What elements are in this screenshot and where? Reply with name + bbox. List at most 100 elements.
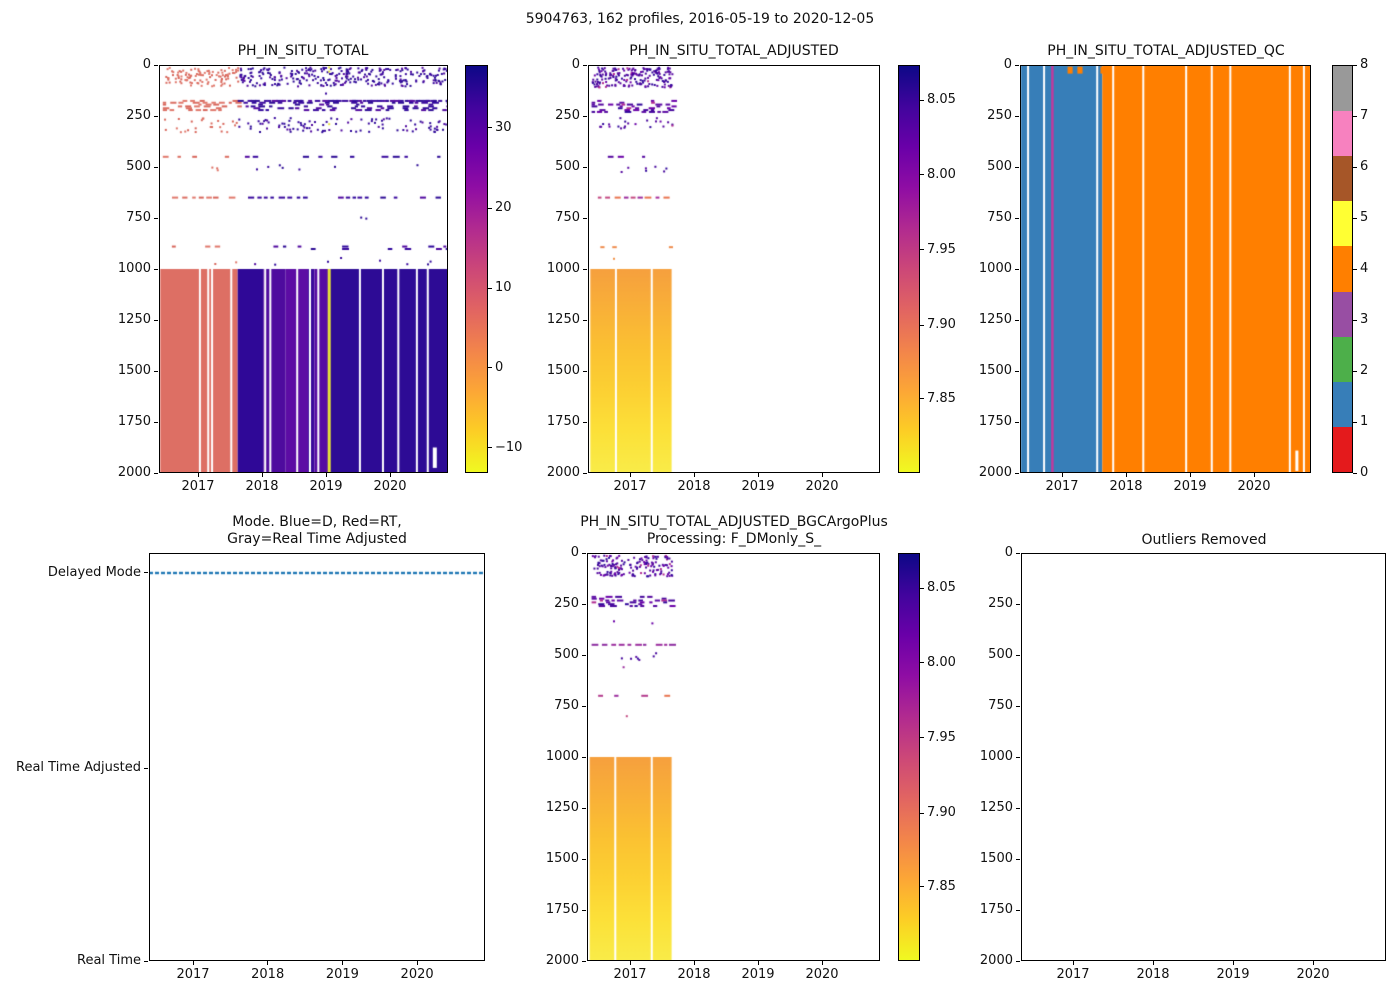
plot2-title: PH_IN_SITU_TOTAL_ADJUSTED (629, 43, 839, 59)
mode-x-tick-label: 2018 (251, 967, 285, 982)
cb-qc-tick-label: 1 (1360, 414, 1369, 429)
outliers_removed-y-tick-mark (1016, 603, 1020, 605)
outliers_removed-x-tick-label: 2020 (1296, 967, 1330, 982)
cb-total-tick-mark (488, 287, 492, 289)
outliers_removed-y-tick-label: 500 (988, 647, 1013, 662)
ph_in_situ_total_adjusted_bgcargoplus-x-tick-label: 2017 (613, 967, 647, 982)
cb-total-tick-mark (488, 127, 492, 129)
ph_in_situ_total_adjusted-y-tick-label: 750 (555, 210, 580, 225)
ph_in_situ_total-y-tick-label: 1250 (117, 312, 151, 327)
ph_in_situ_total_adjusted-y-tick-mark (583, 64, 587, 66)
outliers_removed-y-tick-mark (1016, 705, 1020, 707)
ph_in_situ_total_adjusted-y-tick-mark (583, 166, 587, 168)
cb-total-tick-mark (488, 207, 492, 209)
cb-total-tick-label: 10 (495, 280, 512, 295)
plot4-title: Mode. Blue=D, Red=RT, Gray=Real Time Adj… (227, 514, 407, 548)
ph_in_situ_total-y-tick-label: 750 (126, 210, 151, 225)
ph_in_situ_total_adjusted_qc-x-tick-mark (1061, 473, 1063, 477)
cb-qc-block (1333, 66, 1352, 112)
cb-qc-block (1333, 381, 1352, 427)
ph_in_situ_total-axes-box (159, 65, 448, 473)
ph_in_situ_total_adjusted_qc-y-tick-mark (1015, 472, 1019, 474)
cb-qc-tick-label: 0 (1360, 465, 1369, 480)
ph_in_situ_total_adjusted_bgcargoplus-data-canvas (587, 553, 880, 961)
cb-total-tick-mark (488, 447, 492, 449)
ph_in_situ_total_adjusted-axes-box (588, 65, 880, 473)
ph_in_situ_total-y-tick-mark (154, 115, 158, 117)
ph_in_situ_total_adjusted_qc-y-tick-mark (1015, 268, 1019, 270)
ph_in_situ_total_adjusted-data-canvas (588, 65, 880, 473)
mode-x-tick-label: 2019 (325, 967, 359, 982)
cb-qc-tick-mark (1353, 421, 1357, 423)
cb-qc-tick-mark (1353, 268, 1357, 270)
ph_in_situ_total_adjusted_qc-y-tick-label: 500 (987, 159, 1012, 174)
outliers_removed-x-tick-mark (1152, 961, 1154, 965)
ph_in_situ_total_adjusted_bgcargoplus-y-tick-mark (582, 858, 586, 860)
ph_in_situ_total_adjusted-x-tick-label: 2017 (613, 479, 647, 494)
ph_in_situ_total-y-tick-label: 1000 (117, 261, 151, 276)
cb-bgc-tick-mark (920, 812, 924, 814)
ph_in_situ_total_adjusted-y-tick-mark (583, 421, 587, 423)
plot6-title: Outliers Removed (1141, 532, 1267, 548)
ph_in_situ_total_adjusted-y-tick-mark (583, 115, 587, 117)
cb-bgc-gradient (899, 554, 919, 960)
ph_in_situ_total_adjusted_qc-y-tick-mark (1015, 319, 1019, 321)
cb-bgc-tick-label: 7.90 (927, 805, 956, 821)
outliers_removed-y-tick-label: 750 (988, 698, 1013, 713)
plot4-title-line2: Gray=Real Time Adjusted (227, 531, 407, 547)
outliers_removed-data-canvas (1021, 553, 1386, 961)
cb-adjusted-tick-mark (920, 398, 924, 400)
ph_in_situ_total_adjusted_qc-x-tick-label: 2017 (1045, 479, 1079, 494)
outliers_removed-y-tick-label: 1500 (979, 851, 1013, 866)
ph_in_situ_total-x-tick-label: 2017 (181, 479, 215, 494)
outliers_removed-y-tick-mark (1016, 858, 1020, 860)
plot5-title-line1: PH_IN_SITU_TOTAL_ADJUSTED_BGCArgoPlus (580, 514, 888, 530)
cb-qc-tick-label: 7 (1360, 108, 1369, 123)
ph_in_situ_total_adjusted_bgcargoplus-y-tick-mark (582, 552, 586, 554)
outliers_removed-axes-box (1021, 553, 1386, 961)
outliers_removed-y-tick-label: 2000 (979, 953, 1013, 968)
ph_in_situ_total_adjusted_qc-y-tick-mark (1015, 166, 1019, 168)
ph_in_situ_total_adjusted_qc-y-tick-label: 1500 (978, 363, 1012, 378)
ph_in_situ_total_adjusted_bgcargoplus-y-tick-label: 750 (554, 698, 579, 713)
ph_in_situ_total-x-tick-label: 2019 (309, 479, 343, 494)
ph_in_situ_total-y-tick-label: 1750 (117, 414, 151, 429)
ph_in_situ_total-y-tick-mark (154, 166, 158, 168)
ph_in_situ_total-data-canvas (159, 65, 448, 473)
cb-total-tick-label: 0 (495, 359, 504, 375)
cb-bgc-tick-mark (920, 886, 924, 888)
ph_in_situ_total_adjusted_qc-x-tick-mark (1189, 473, 1191, 477)
ph_in_situ_total_adjusted-y-tick-label: 0 (571, 57, 580, 72)
ph_in_situ_total_adjusted-x-tick-mark (821, 473, 823, 477)
cb-total-tick-label: 30 (495, 119, 512, 135)
ph_in_situ_total_adjusted_bgcargoplus-y-tick-mark (582, 654, 586, 656)
ph_in_situ_total-x-tick-mark (197, 473, 199, 477)
ph_in_situ_total_adjusted_bgcargoplus-y-tick-mark (582, 756, 586, 758)
ph_in_situ_total_adjusted-y-tick-mark (583, 319, 587, 321)
ph_in_situ_total_adjusted_qc-y-tick-mark (1015, 370, 1019, 372)
ph_in_situ_total_adjusted_bgcargoplus-y-tick-mark (582, 705, 586, 707)
ph_in_situ_total_adjusted-x-tick-mark (629, 473, 631, 477)
mode-x-tick-mark (416, 961, 418, 965)
cb-adjusted-tick-label: 7.95 (927, 241, 956, 257)
plot3-title: PH_IN_SITU_TOTAL_ADJUSTED_QC (1047, 43, 1285, 59)
cb-qc-tick-label: 4 (1360, 261, 1369, 276)
cb-bgc-tick-mark (920, 662, 924, 664)
cb-qc (1332, 65, 1353, 473)
ph_in_situ_total_adjusted_bgcargoplus-y-tick-mark (582, 807, 586, 809)
plot5-title-line2: Processing: F_DMonly_S_ (646, 531, 822, 547)
ph_in_situ_total_adjusted_bgcargoplus-y-tick-label: 1750 (545, 902, 579, 917)
ph_in_situ_total_adjusted-y-tick-label: 2000 (546, 465, 580, 480)
ph_in_situ_total_adjusted_bgcargoplus-x-tick-label: 2018 (677, 967, 711, 982)
ph_in_situ_total-y-tick-label: 500 (126, 159, 151, 174)
ph_in_situ_total_adjusted-y-tick-label: 250 (555, 108, 580, 123)
plot5-title: PH_IN_SITU_TOTAL_ADJUSTED_BGCArgoPlus Pr… (580, 514, 888, 548)
ph_in_situ_total-x-tick-mark (325, 473, 327, 477)
outliers_removed-x-tick-label: 2018 (1136, 967, 1170, 982)
mode-data-canvas (149, 553, 485, 961)
ph_in_situ_total-y-tick-label: 2000 (117, 465, 151, 480)
ph_in_situ_total_adjusted_bgcargoplus-x-tick-mark (629, 961, 631, 965)
cb-qc-block (1333, 156, 1352, 202)
cb-qc-block (1333, 111, 1352, 157)
ph_in_situ_total_adjusted_qc-y-tick-label: 1250 (978, 312, 1012, 327)
